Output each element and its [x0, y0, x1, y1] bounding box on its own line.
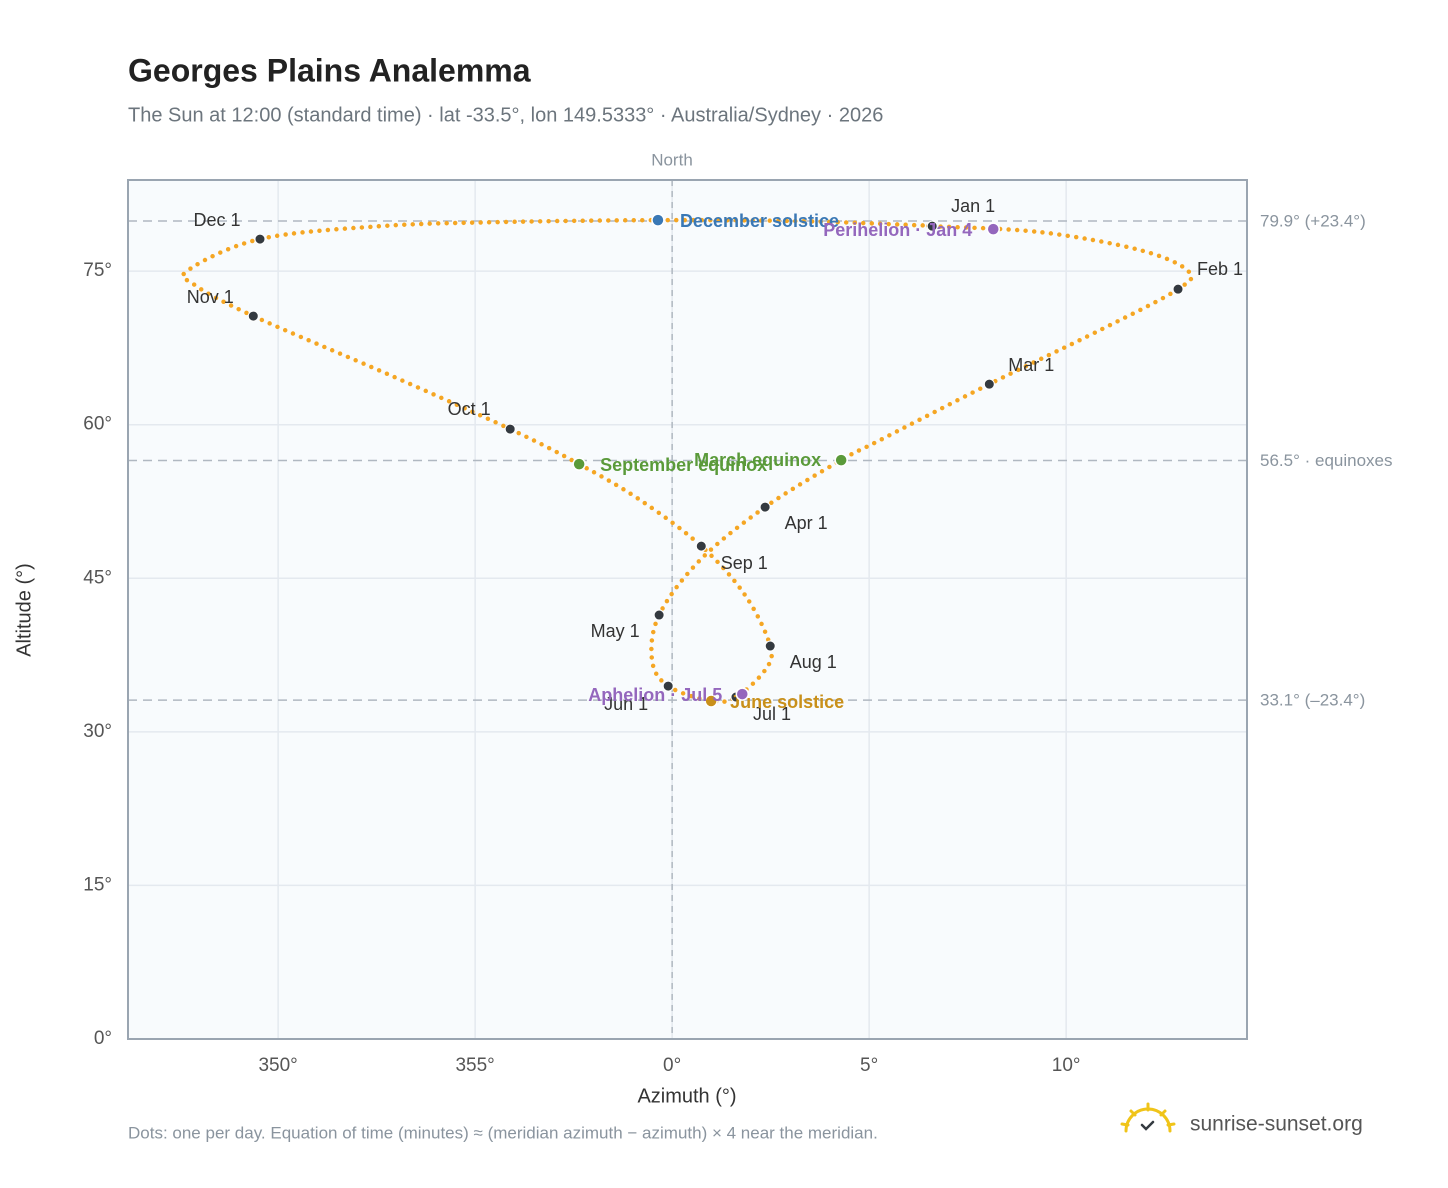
brand-icon	[1120, 1102, 1176, 1133]
event-label: Perihelion · Jan 4	[823, 220, 972, 240]
y-axis-label: Altitude (°)	[13, 563, 35, 657]
plot-border	[127, 179, 1248, 1040]
event-label: Aphelion · Jul 5	[588, 685, 722, 705]
month-marker	[983, 378, 995, 390]
event-label: December solstice	[680, 211, 839, 231]
y-tick-label: 15°	[83, 874, 112, 895]
month-label: Feb 1	[1197, 259, 1243, 279]
event-label: March equinox	[694, 450, 821, 470]
month-marker	[662, 680, 674, 692]
month-label: Jun 1	[604, 694, 648, 714]
month-marker	[695, 540, 707, 552]
x-tick-label: 10°	[1052, 1055, 1081, 1076]
month-marker	[254, 233, 266, 245]
reference-label: 56.5° · equinoxes	[1260, 451, 1393, 470]
month-label: Sep 1	[721, 553, 768, 573]
y-tick-label: 60°	[83, 414, 112, 435]
month-label: Apr 1	[785, 513, 828, 533]
y-tick-label: 45°	[83, 567, 112, 588]
month-label: Dec 1	[193, 210, 240, 230]
month-label: Aug 1	[790, 652, 837, 672]
x-tick-label: 5°	[860, 1055, 878, 1076]
north-label: North	[651, 150, 693, 169]
event-marker	[834, 453, 848, 467]
x-axis-label: Azimuth (°)	[637, 1085, 736, 1107]
event-label: September equinox	[600, 455, 767, 475]
month-label: Mar 1	[1008, 355, 1054, 375]
month-marker	[1172, 283, 1184, 295]
event-marker	[651, 213, 665, 227]
reference-label: 33.1° (–23.4°)	[1260, 691, 1365, 710]
month-marker	[653, 609, 665, 621]
y-tick-label: 0°	[94, 1028, 112, 1049]
month-label: Jan 1	[951, 196, 995, 216]
month-marker	[764, 640, 776, 652]
month-label: Oct 1	[448, 399, 491, 419]
event-label: June solstice	[730, 692, 844, 712]
month-label: May 1	[591, 621, 640, 641]
month-marker	[504, 423, 516, 435]
event-marker	[986, 222, 1001, 236]
x-tick-label: 0°	[663, 1055, 681, 1076]
footnote: Dots: one per day. Equation of time (min…	[128, 1123, 878, 1142]
chart-subtitle: The Sun at 12:00 (standard time) · lat -…	[128, 104, 883, 126]
event-marker	[704, 694, 718, 708]
x-tick-label: 355°	[455, 1055, 494, 1076]
y-tick-label: 75°	[83, 260, 112, 281]
month-label: Jul 1	[753, 704, 791, 724]
x-tick-label: 350°	[258, 1055, 297, 1076]
month-marker	[926, 220, 938, 232]
month-marker	[247, 310, 259, 322]
month-label: Nov 1	[187, 287, 234, 307]
event-marker	[735, 687, 750, 701]
event-marker	[572, 457, 586, 471]
brand: sunrise-sunset.org	[1190, 1113, 1363, 1136]
month-marker	[759, 501, 771, 513]
reference-label: 79.9° (+23.4°)	[1260, 211, 1366, 230]
y-tick-label: 30°	[83, 721, 112, 742]
chart-title: Georges Plains Analemma	[128, 52, 531, 88]
plot-area	[128, 180, 1247, 1039]
